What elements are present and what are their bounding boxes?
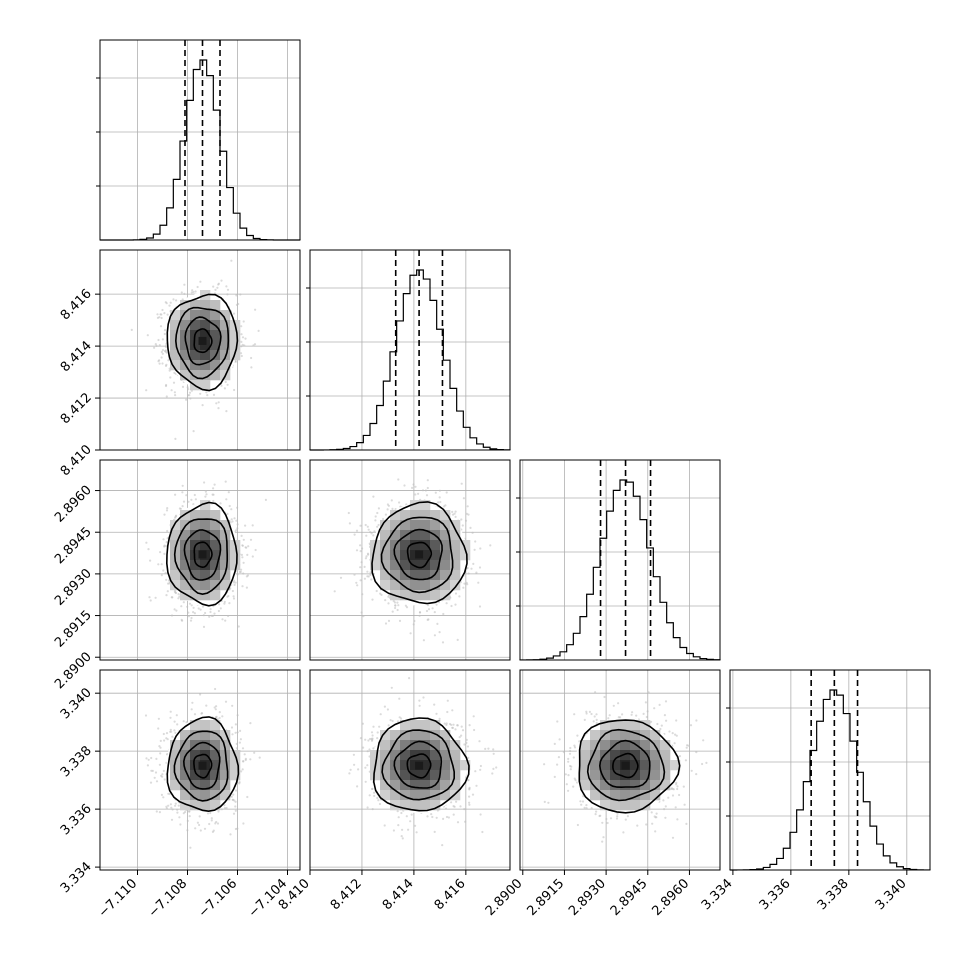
x-tick-label: 3.334 (699, 876, 736, 913)
contour-line-2 (184, 316, 222, 366)
y-tick-label: 8.414 (58, 338, 95, 375)
panel-content (130, 259, 260, 440)
density-panel-2-1 (99, 249, 301, 451)
contour-line-3 (174, 306, 230, 380)
contour-line-2 (182, 741, 221, 790)
x-tick-label: 3.340 (873, 876, 910, 913)
x-tick-label: −7.110 (96, 876, 141, 921)
contour-line-1 (406, 541, 433, 569)
x-axis-1: −7.110 −7.108 −7.106 −7.104 (96, 870, 290, 921)
panel-content (145, 480, 267, 629)
contour-line-2 (598, 739, 651, 789)
density-peak (198, 761, 207, 770)
density-panel-3-1 (99, 459, 301, 661)
contour-line-3 (380, 516, 454, 594)
histogram-outline (519, 479, 721, 661)
x-axis-4: 3.334 3.336 3.338 3.340 (699, 870, 910, 913)
y-tick-label: 2.8930 (52, 566, 95, 609)
density-frame (99, 669, 301, 871)
x-tick-label: 8.412 (328, 876, 365, 913)
y-tick-label: 3.334 (58, 859, 95, 896)
y-tick-label: 8.416 (58, 286, 95, 323)
y-tick-label: 8.410 (58, 442, 95, 479)
density-frame (99, 459, 301, 661)
contour-line-3 (173, 730, 229, 802)
contour-line-2 (393, 528, 443, 581)
density-peak (415, 761, 424, 770)
histogram-panel-2 (306, 249, 511, 451)
histogram-frame (519, 459, 721, 661)
histogram-frame (309, 249, 511, 451)
x-tick-label: 8.416 (432, 876, 469, 913)
panel-content (333, 478, 492, 644)
x-axis-2: 8.410 8.412 8.414 8.416 (276, 870, 469, 913)
contour-line-3 (173, 518, 228, 596)
contour-line-4 (166, 716, 240, 813)
y-tick-label: 2.8945 (52, 524, 95, 567)
contour-line-4 (165, 501, 238, 607)
density-panel-4-2 (309, 669, 511, 871)
histogram-panel-1 (96, 39, 301, 241)
x-tick-label: 2.8930 (566, 876, 609, 919)
y-tick-label: 3.338 (58, 743, 95, 780)
x-tick-label: 2.8945 (608, 876, 651, 919)
x-tick-label: 2.8915 (524, 876, 567, 919)
density-panel-4-1 (99, 669, 301, 871)
histogram-outline (729, 689, 931, 871)
x-tick-label: 2.8900 (483, 876, 526, 919)
contour-line-4 (372, 717, 470, 812)
density-peak (415, 550, 424, 559)
contour-line-1 (193, 541, 213, 569)
histogram-outline (309, 269, 511, 451)
x-tick-label: 8.414 (380, 876, 417, 913)
contour-line-2 (393, 740, 443, 789)
histogram-frame (729, 669, 931, 871)
y-tick-label: 3.336 (58, 801, 95, 838)
density-panel-4-3 (519, 669, 721, 871)
x-tick-label: 3.336 (757, 876, 794, 913)
histogram-frame (99, 39, 301, 241)
contour-line-1 (193, 753, 213, 779)
density-peak (198, 550, 207, 559)
x-tick-label: 3.338 (815, 876, 852, 913)
contour-line-4 (166, 293, 239, 392)
density-frame (99, 249, 301, 451)
contour-line-1 (406, 753, 432, 779)
density-panel-3-2 (309, 459, 511, 661)
contour-line-4 (371, 501, 468, 605)
density-peak (198, 336, 207, 345)
x-tick-label: 2.8960 (649, 876, 692, 919)
histogram-outline (100, 59, 300, 241)
y-tick-label: 8.412 (58, 390, 95, 427)
contour-line-3 (381, 729, 455, 801)
x-tick-label: −7.106 (196, 876, 241, 921)
panel-content (348, 677, 498, 847)
contour-line-2 (183, 529, 222, 581)
y-axis-2: 8.410 8.412 8.414 8.416 (58, 286, 100, 479)
contour-line-3 (586, 728, 666, 802)
x-tick-label: −7.108 (146, 876, 191, 921)
y-tick-label: 2.8900 (52, 649, 95, 692)
density-frame (519, 669, 721, 871)
histogram-panel-3 (516, 459, 721, 661)
contour-line-1 (193, 328, 213, 354)
y-tick-label: 2.8915 (52, 608, 95, 651)
contour-line-1 (612, 752, 639, 779)
panel-content (543, 691, 708, 843)
density-blocks (580, 720, 681, 811)
y-tick-label: 2.8960 (52, 483, 95, 526)
panel-content (144, 687, 261, 849)
density-peak (621, 761, 630, 770)
density-frame (309, 669, 511, 871)
contour-line-4 (578, 719, 681, 814)
histogram-panel-4 (726, 669, 931, 871)
density-frame (309, 459, 511, 661)
